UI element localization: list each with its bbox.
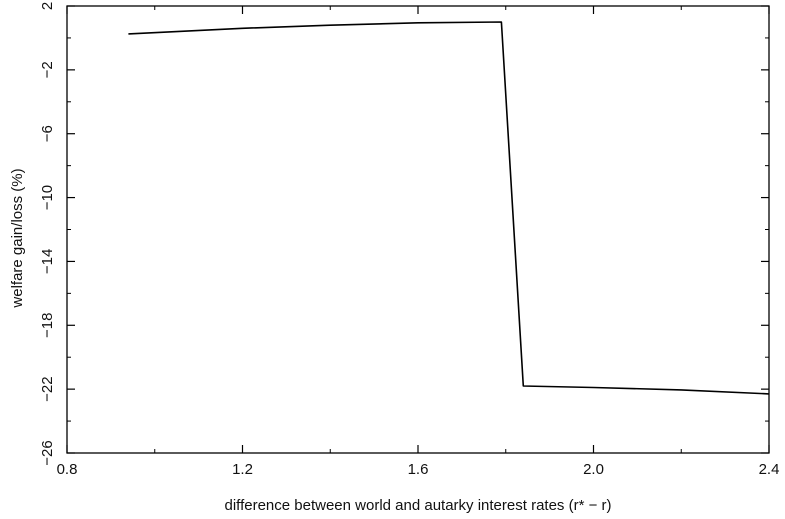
x-axis-label: difference between world and autarky int… — [225, 497, 612, 514]
x-tick-label: 2.4 — [759, 461, 780, 478]
x-tick-label: 2.0 — [583, 461, 604, 478]
y-axis-label: welfare gain/loss (%) — [9, 168, 26, 308]
x-tick-labels: 0.8 1.2 1.6 2.0 2.4 — [57, 461, 780, 478]
y-tick-label: −22 — [39, 376, 56, 401]
series-group — [128, 21, 770, 395]
x-tick-label: 1.6 — [408, 461, 429, 478]
y-tick-label: −2 — [39, 61, 56, 78]
y-tick-labels: 2 −2 −6 −10 −14 −18 −22 −26 — [39, 2, 56, 466]
series-line — [128, 21, 770, 395]
y-tick-label: −18 — [39, 313, 56, 338]
x-tick-label: 1.2 — [232, 461, 253, 478]
tick-marks — [66, 5, 770, 454]
y-tick-label: −10 — [39, 185, 56, 210]
y-tick-label: 2 — [39, 2, 56, 10]
y-tick-label: −14 — [39, 249, 56, 274]
plot-area-frame — [66, 5, 770, 454]
y-tick-label: −26 — [39, 440, 56, 465]
y-tick-label: −6 — [39, 125, 56, 142]
x-tick-label: 0.8 — [57, 461, 78, 478]
